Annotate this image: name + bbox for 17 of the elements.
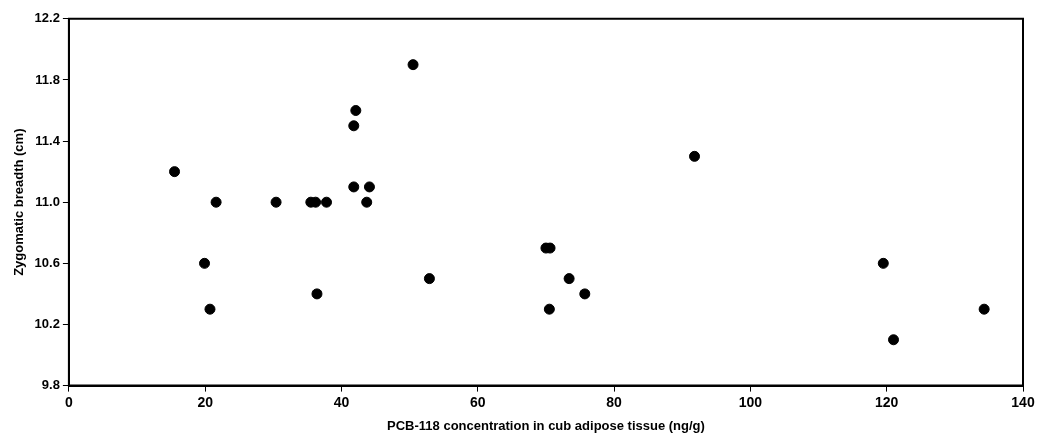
x-tick-label: 0 xyxy=(65,393,73,410)
y-tick-label: 10.6 xyxy=(34,254,60,270)
y-tick-label: 9.8 xyxy=(41,377,60,393)
x-tick-label: 40 xyxy=(333,393,350,410)
y-tick-label: 11.8 xyxy=(35,71,60,87)
x-tick-label: 60 xyxy=(470,393,486,410)
x-tick-label: 20 xyxy=(197,393,214,410)
x-tick-label: 80 xyxy=(606,393,623,410)
x-axis-title: PCB-118 concentration in cub adipose tissue (ng/g) xyxy=(387,417,705,433)
x-tick-label: 100 xyxy=(738,393,763,410)
x-tick-label: 140 xyxy=(1011,393,1035,410)
y-tick-label: 12.2 xyxy=(34,10,60,26)
y-tick-label: 10.2 xyxy=(34,316,60,332)
x-tick-label: 120 xyxy=(875,393,899,410)
y-tick-label: 11.0 xyxy=(35,193,60,209)
y-tick-label: 11.4 xyxy=(35,132,61,148)
y-axis-title: Zygomatic breadth (cm) xyxy=(11,128,27,276)
